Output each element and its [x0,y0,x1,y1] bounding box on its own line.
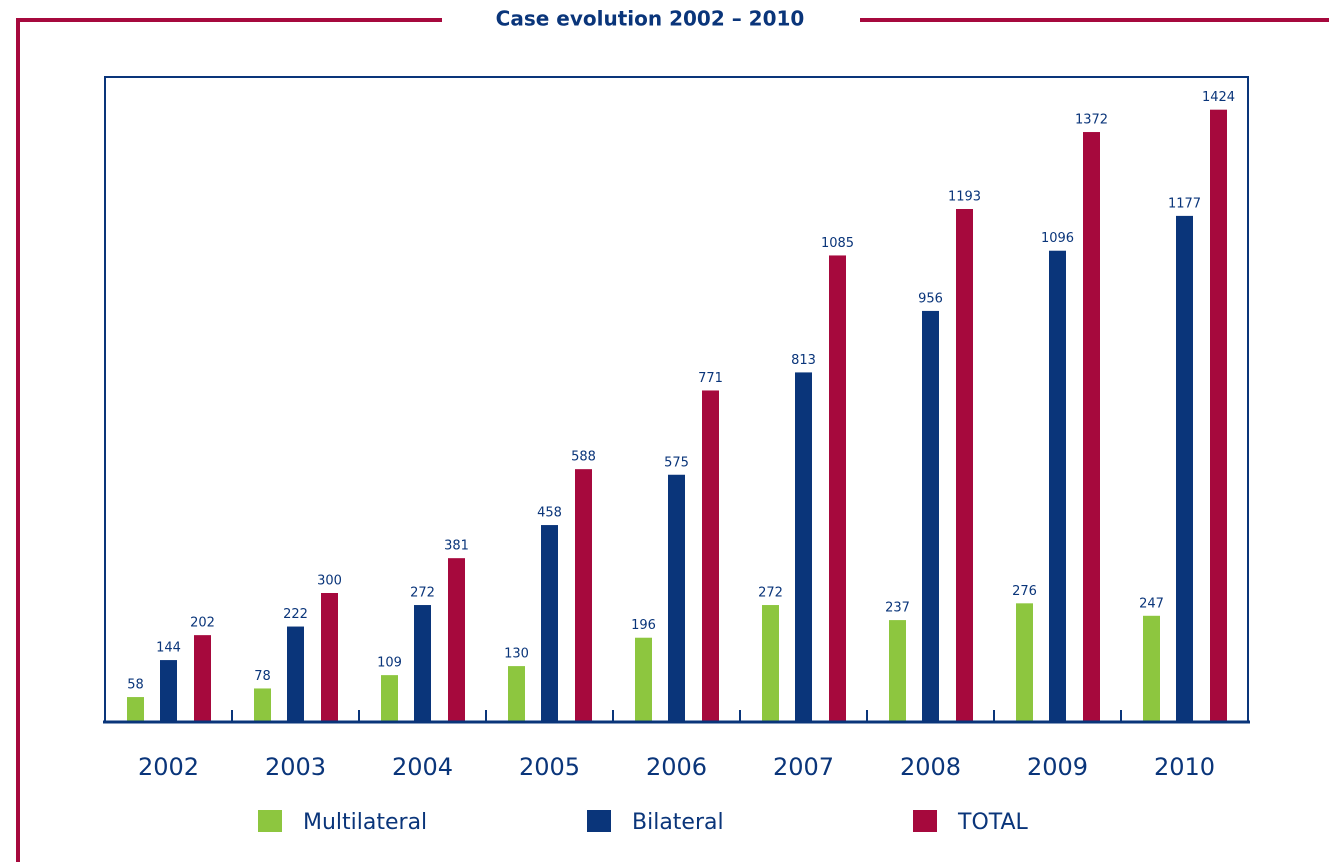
value-label: 1424 [1202,90,1235,105]
value-label: 237 [885,601,910,616]
x-tick-label: 2008 [900,753,961,781]
bar [1210,109,1227,723]
bar [254,688,271,722]
value-label: 144 [156,641,181,656]
value-label: 588 [571,450,596,465]
plot-frame [104,76,1249,722]
value-label: 130 [504,647,529,662]
chart-title: Case evolution 2002 – 2010 [496,7,805,31]
value-label: 575 [664,455,689,470]
bar [635,637,652,722]
value-label: 272 [410,586,435,601]
bar [762,605,779,722]
bar [127,697,144,722]
value-label: 1085 [821,236,854,251]
value-label: 1193 [948,190,981,205]
bar [829,255,846,722]
bar [1016,603,1033,722]
value-label: 196 [631,618,656,633]
value-label: 222 [283,607,308,622]
value-label: 813 [791,353,816,368]
value-label: 1096 [1041,231,1074,246]
bar [448,558,465,722]
bar [1143,615,1160,722]
bar [1083,132,1100,723]
bar [575,469,592,722]
bar [1049,250,1066,722]
value-label: 276 [1012,584,1037,599]
legend-swatch [913,810,937,832]
value-label: 1372 [1075,113,1108,128]
x-tick-label: 2006 [646,753,707,781]
bar [956,209,973,722]
x-tick-label: 2005 [519,753,580,781]
bar [1176,215,1193,722]
bar [922,310,939,722]
bar [541,525,558,722]
x-tick-label: 2003 [265,753,326,781]
bar [287,626,304,722]
value-label: 78 [254,669,271,684]
value-label: 202 [190,616,215,631]
bar [414,605,431,722]
value-label: 109 [377,656,402,671]
bar [508,666,525,722]
legend-swatch [258,810,282,832]
value-label: 956 [918,291,943,306]
bar [381,675,398,722]
legend-label: TOTAL [957,810,1029,835]
value-label: 381 [444,539,469,554]
bar [795,372,812,722]
value-label: 458 [537,506,562,521]
value-label: 1177 [1168,196,1201,211]
value-label: 272 [758,586,783,601]
bar [321,593,338,722]
bar [668,474,685,722]
value-label: 247 [1139,596,1164,611]
bar [194,635,211,722]
value-label: 300 [317,574,342,589]
x-tick-label: 2007 [773,753,834,781]
bar [702,390,719,722]
bar [889,620,906,722]
x-tick-label: 2004 [392,753,453,781]
legend-label: Multilateral [303,810,427,835]
bar [160,660,177,722]
value-label: 771 [698,371,723,386]
legend-label: Bilateral [632,810,724,835]
value-label: 58 [127,678,144,693]
x-tick-label: 2010 [1154,753,1215,781]
x-tick-label: 2002 [138,753,199,781]
legend-swatch [587,810,611,832]
x-tick-label: 2009 [1027,753,1088,781]
